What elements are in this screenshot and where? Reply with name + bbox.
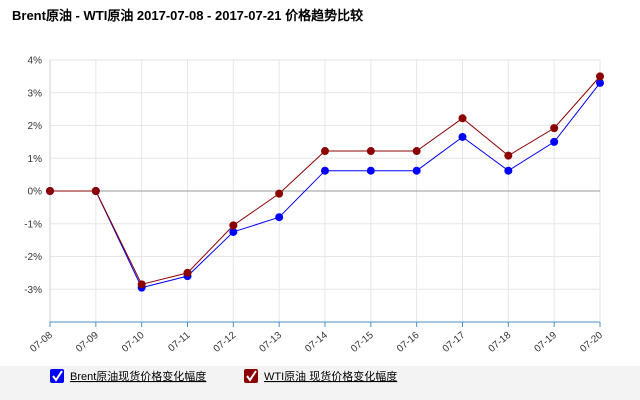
point — [412, 166, 421, 175]
point — [229, 221, 238, 230]
legend-check — [52, 370, 63, 382]
chart-title: Brent原油 - WTI原油 2017-07-08 - 2017-07-21 … — [12, 8, 363, 23]
legend-label[interactable]: WTI原油 现货价格变化幅度 — [264, 369, 397, 383]
point — [183, 268, 192, 277]
point — [504, 166, 513, 175]
y-tick-label: 1% — [28, 154, 43, 165]
y-tick-label: -3% — [24, 285, 42, 296]
point — [596, 72, 604, 81]
point — [550, 137, 559, 146]
y-tick-label: -1% — [24, 219, 42, 230]
x-tick-label: 07-09 — [74, 330, 101, 355]
point — [412, 147, 421, 156]
legend-check — [246, 370, 257, 382]
y-tick-label: 2% — [28, 121, 43, 132]
point — [137, 280, 146, 289]
x-tick-label: 07-14 — [303, 330, 330, 355]
x-tick-label: 07-17 — [441, 330, 468, 355]
point — [550, 124, 559, 133]
x-tick-label: 07-12 — [212, 330, 239, 355]
x-tick-label: 07-16 — [395, 330, 422, 355]
x-tick-label: 07-15 — [349, 330, 376, 355]
point — [321, 147, 329, 156]
point — [458, 114, 467, 123]
point — [596, 78, 604, 87]
y-tick-label: -2% — [24, 252, 42, 263]
point — [366, 166, 375, 175]
x-tick-label: 07-19 — [532, 330, 559, 355]
point — [458, 132, 467, 141]
x-tick-label: 07-08 — [28, 330, 55, 355]
y-tick-label: 3% — [28, 88, 43, 99]
legend-label[interactable]: Brent原油现货价格变化幅度 — [70, 369, 206, 383]
legend-item[interactable]: WTI原油 现货价格变化幅度 — [244, 369, 397, 383]
point — [504, 151, 513, 160]
point — [229, 227, 238, 236]
x-tick-label: 07-13 — [257, 330, 284, 355]
y-tick-label: 0% — [28, 187, 43, 198]
x-tick-label: 07-18 — [487, 330, 514, 355]
point — [275, 189, 284, 198]
x-tick-label: 07-11 — [166, 330, 192, 355]
legend-background — [0, 366, 640, 400]
point — [46, 187, 54, 195]
point — [91, 187, 100, 195]
x-tick-label: 07-10 — [120, 330, 147, 355]
x-tick-label: 07-20 — [578, 330, 605, 355]
legend-item[interactable]: Brent原油现货价格变化幅度 — [50, 369, 206, 383]
point — [366, 147, 375, 156]
y-tick-label: 4% — [28, 56, 43, 67]
point — [321, 166, 329, 175]
point — [275, 213, 284, 222]
